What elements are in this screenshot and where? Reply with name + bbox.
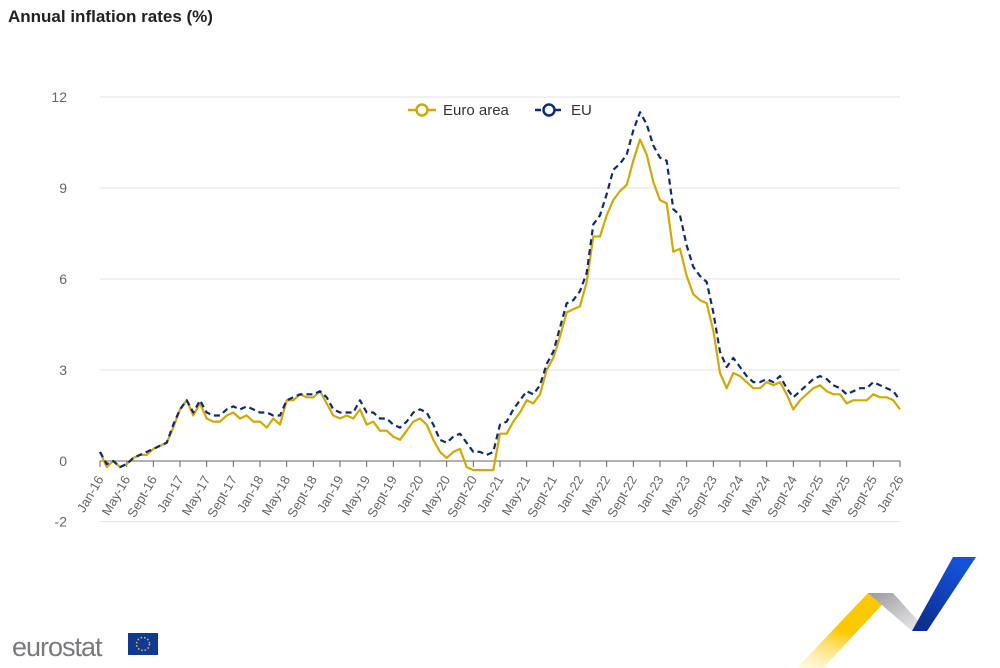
series-line-eu: [99, 111, 901, 469]
series-line-euro-area: [98, 138, 901, 472]
y-axis: -2 0 3 6 9 12: [51, 89, 67, 530]
legend-item-eu[interactable]: EU: [535, 102, 592, 119]
x-tick-label: Jan-26: [874, 473, 907, 515]
y-tick-label: -2: [55, 514, 68, 530]
gridlines: [100, 96, 900, 523]
y-tick-label: 3: [59, 362, 67, 378]
y-tick-label: 6: [59, 271, 67, 287]
legend-item-euro-area[interactable]: Euro area: [408, 102, 510, 119]
y-tick-label: 9: [59, 180, 67, 196]
y-tick-label: 0: [59, 453, 67, 469]
logo-text: eurostat: [12, 632, 103, 662]
legend: Euro area EU: [408, 102, 592, 119]
chart-title: Annual inflation rates (%): [8, 7, 213, 26]
y-tick-label: 12: [51, 89, 67, 105]
legend-label-euro-area: Euro area: [443, 102, 510, 119]
decorative-swoosh-icon: [797, 557, 976, 668]
euro-area-marker-icon: [415, 103, 429, 117]
eu-flag-icon: [128, 633, 158, 655]
eurostat-logo: eurostat: [12, 632, 158, 662]
eu-marker-icon: [542, 103, 556, 117]
series-lines: [98, 111, 901, 472]
legend-label-eu: EU: [571, 102, 592, 119]
